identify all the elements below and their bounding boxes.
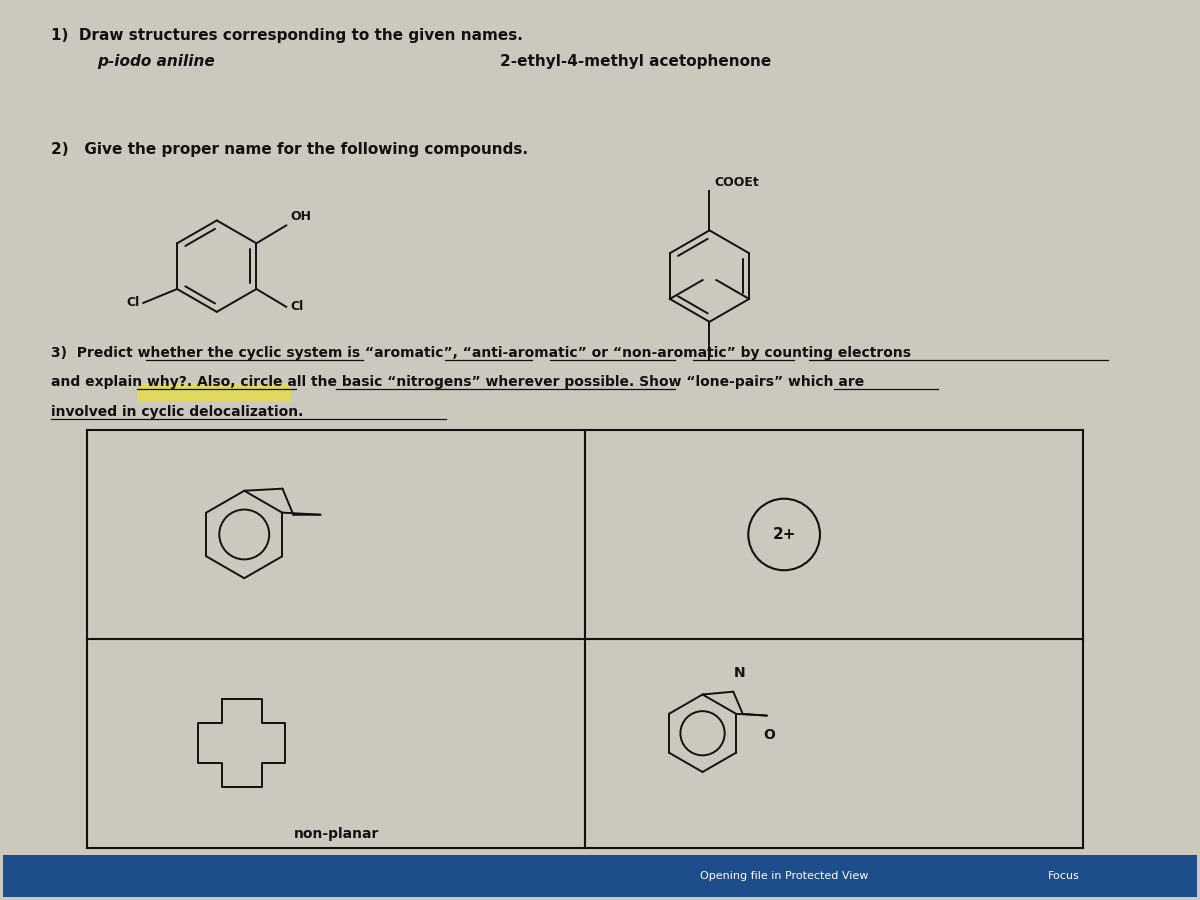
Text: Cl: Cl (290, 301, 304, 313)
Text: 2)   Give the proper name for the following compounds.: 2) Give the proper name for the followin… (50, 142, 528, 157)
Text: 2-ethyl-4-methyl acetophenone: 2-ethyl-4-methyl acetophenone (500, 55, 772, 69)
Text: N: N (733, 666, 745, 680)
Text: 2+: 2+ (773, 527, 796, 542)
Text: OH: OH (290, 211, 311, 223)
Text: Focus: Focus (1048, 871, 1080, 881)
Text: non-planar: non-planar (294, 826, 379, 841)
Text: and explain why?. Also, circle all the basic “nitrogens” wherever possible. Show: and explain why?. Also, circle all the b… (50, 375, 864, 390)
Text: O: O (763, 727, 775, 742)
Text: 1)  Draw structures corresponding to the given names.: 1) Draw structures corresponding to the … (50, 28, 522, 42)
Text: COOEt: COOEt (714, 176, 760, 189)
FancyBboxPatch shape (137, 383, 292, 401)
FancyBboxPatch shape (2, 856, 1198, 897)
Text: p-iodo aniline: p-iodo aniline (97, 55, 215, 69)
Text: involved in cyclic delocalization.: involved in cyclic delocalization. (50, 405, 302, 419)
Text: 3)  Predict whether the cyclic system is “aromatic”, “anti-aromatic” or “non-aro: 3) Predict whether the cyclic system is … (50, 346, 911, 360)
Text: Cl: Cl (126, 296, 139, 310)
Text: Opening file in Protected View: Opening file in Protected View (700, 871, 868, 881)
